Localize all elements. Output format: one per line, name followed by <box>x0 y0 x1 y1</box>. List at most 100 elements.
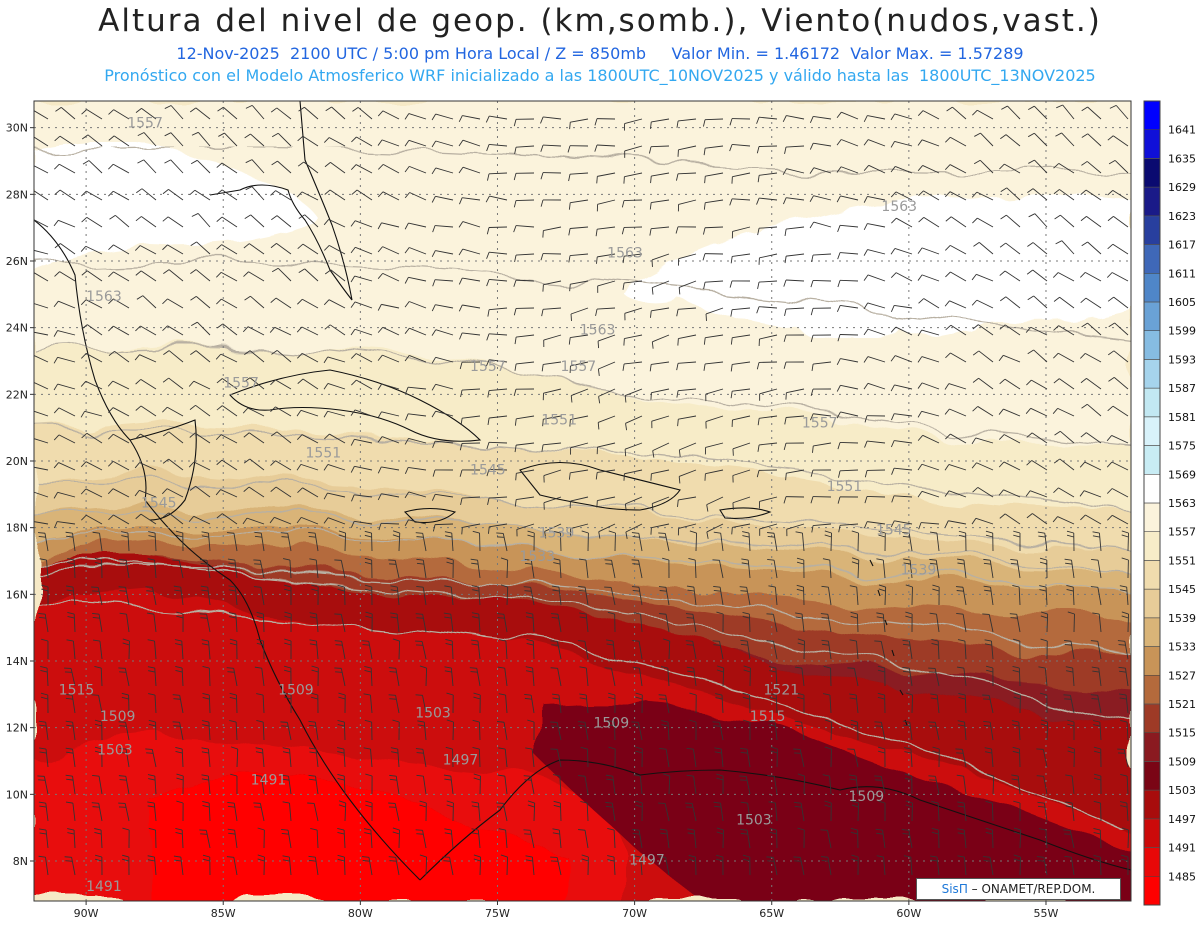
barb-feather <box>94 723 102 727</box>
wind-barb <box>1118 666 1129 687</box>
barb-feather <box>703 148 706 156</box>
barb-shaft <box>381 222 400 228</box>
barb-feather <box>271 215 278 221</box>
barb-shaft <box>382 354 400 363</box>
wind-barb <box>350 220 373 228</box>
wind-barb <box>890 305 913 313</box>
barb-feather <box>983 720 991 723</box>
barb-shaft <box>58 434 76 444</box>
wind-barb <box>550 856 562 876</box>
wind-barb <box>902 639 913 660</box>
wind-barb <box>1093 800 1102 822</box>
wind-barb <box>578 586 589 606</box>
barb-shaft <box>543 469 562 476</box>
barb-shaft <box>72 776 76 795</box>
barb-feather <box>676 309 679 317</box>
wind-barb <box>80 299 103 309</box>
barb-feather <box>1026 269 1034 275</box>
barb-feather <box>1054 430 1061 436</box>
wind-barb <box>1010 558 1021 579</box>
barb-feather <box>174 859 182 862</box>
barb-feather <box>431 494 436 501</box>
barb-feather <box>134 490 140 497</box>
barb-feather <box>323 383 329 390</box>
wind-barb <box>350 353 373 363</box>
barb-shaft <box>86 270 103 282</box>
barb-feather <box>945 136 951 143</box>
contour-label: 1557 <box>223 376 259 392</box>
barb-feather <box>1011 778 1019 781</box>
barb-shaft <box>302 378 319 390</box>
barb-feather <box>350 353 357 359</box>
barb-shaft <box>1006 187 1021 201</box>
barb-shaft <box>839 469 859 472</box>
barb-feather <box>308 724 316 727</box>
wind-barb <box>377 354 400 363</box>
wind-barb <box>863 139 886 147</box>
wind-barb <box>985 665 994 687</box>
barb-feather <box>417 724 425 727</box>
barb-feather <box>1064 558 1072 561</box>
barb-feather <box>1063 694 1071 696</box>
wind-barb <box>216 271 238 282</box>
wind-barb <box>229 720 238 741</box>
wind-barb <box>163 350 184 363</box>
barb-shaft <box>611 668 616 687</box>
barb-feather <box>67 616 75 619</box>
barb-feather <box>658 694 666 696</box>
barb-feather <box>500 584 508 588</box>
wind-barb <box>201 747 211 768</box>
barb-feather <box>1053 296 1060 302</box>
wind-barb <box>1027 188 1048 201</box>
barb-feather <box>1066 530 1074 534</box>
barb-shaft <box>422 533 427 552</box>
barb-shaft <box>625 388 643 396</box>
wind-barb <box>443 774 454 795</box>
barb-shaft <box>289 560 292 579</box>
barb-feather <box>404 301 410 308</box>
barb-feather <box>1039 585 1047 588</box>
barb-feather <box>1055 132 1062 137</box>
wind-barb <box>998 434 1021 444</box>
barb-feather <box>216 189 223 195</box>
contour-label: 1557 <box>802 416 838 432</box>
barb-feather <box>686 747 694 750</box>
barb-feather <box>404 222 409 230</box>
barb-feather <box>271 350 278 355</box>
barb-feather <box>323 492 328 500</box>
barb-shaft <box>1031 460 1048 471</box>
wind-barb <box>486 441 508 450</box>
barb-shaft <box>1113 350 1129 363</box>
barb-feather <box>794 802 802 804</box>
barb-feather <box>216 405 223 411</box>
barb-feather <box>1038 535 1046 538</box>
barb-feather <box>404 355 410 362</box>
barb-feather <box>569 284 571 292</box>
barb-feather <box>404 166 410 173</box>
wind-barb <box>624 145 643 158</box>
barb-feather <box>890 355 896 362</box>
wind-barb <box>91 586 103 606</box>
wind-barb <box>415 694 427 714</box>
wind-barb <box>917 434 940 444</box>
wind-barb <box>201 639 211 660</box>
wind-barb <box>53 462 76 471</box>
wind-barb <box>200 585 211 606</box>
barb-shaft <box>570 334 589 339</box>
barb-feather <box>1053 325 1059 331</box>
barb-feather <box>470 639 479 642</box>
wind-barb <box>1091 559 1102 579</box>
barb-feather <box>91 694 99 696</box>
barb-feather <box>337 719 345 723</box>
barb-shaft <box>59 271 76 282</box>
barb-shaft <box>650 145 670 148</box>
wind-barb <box>706 523 724 539</box>
barb-feather <box>1092 531 1100 534</box>
barb-shaft <box>1085 514 1102 525</box>
wind-barb <box>390 585 400 606</box>
barb-shaft <box>59 135 76 147</box>
barb-feather <box>810 335 814 343</box>
barb-feather <box>1106 435 1113 442</box>
colorbar-label: 1515 <box>1168 727 1196 740</box>
wind-barb <box>703 361 724 371</box>
